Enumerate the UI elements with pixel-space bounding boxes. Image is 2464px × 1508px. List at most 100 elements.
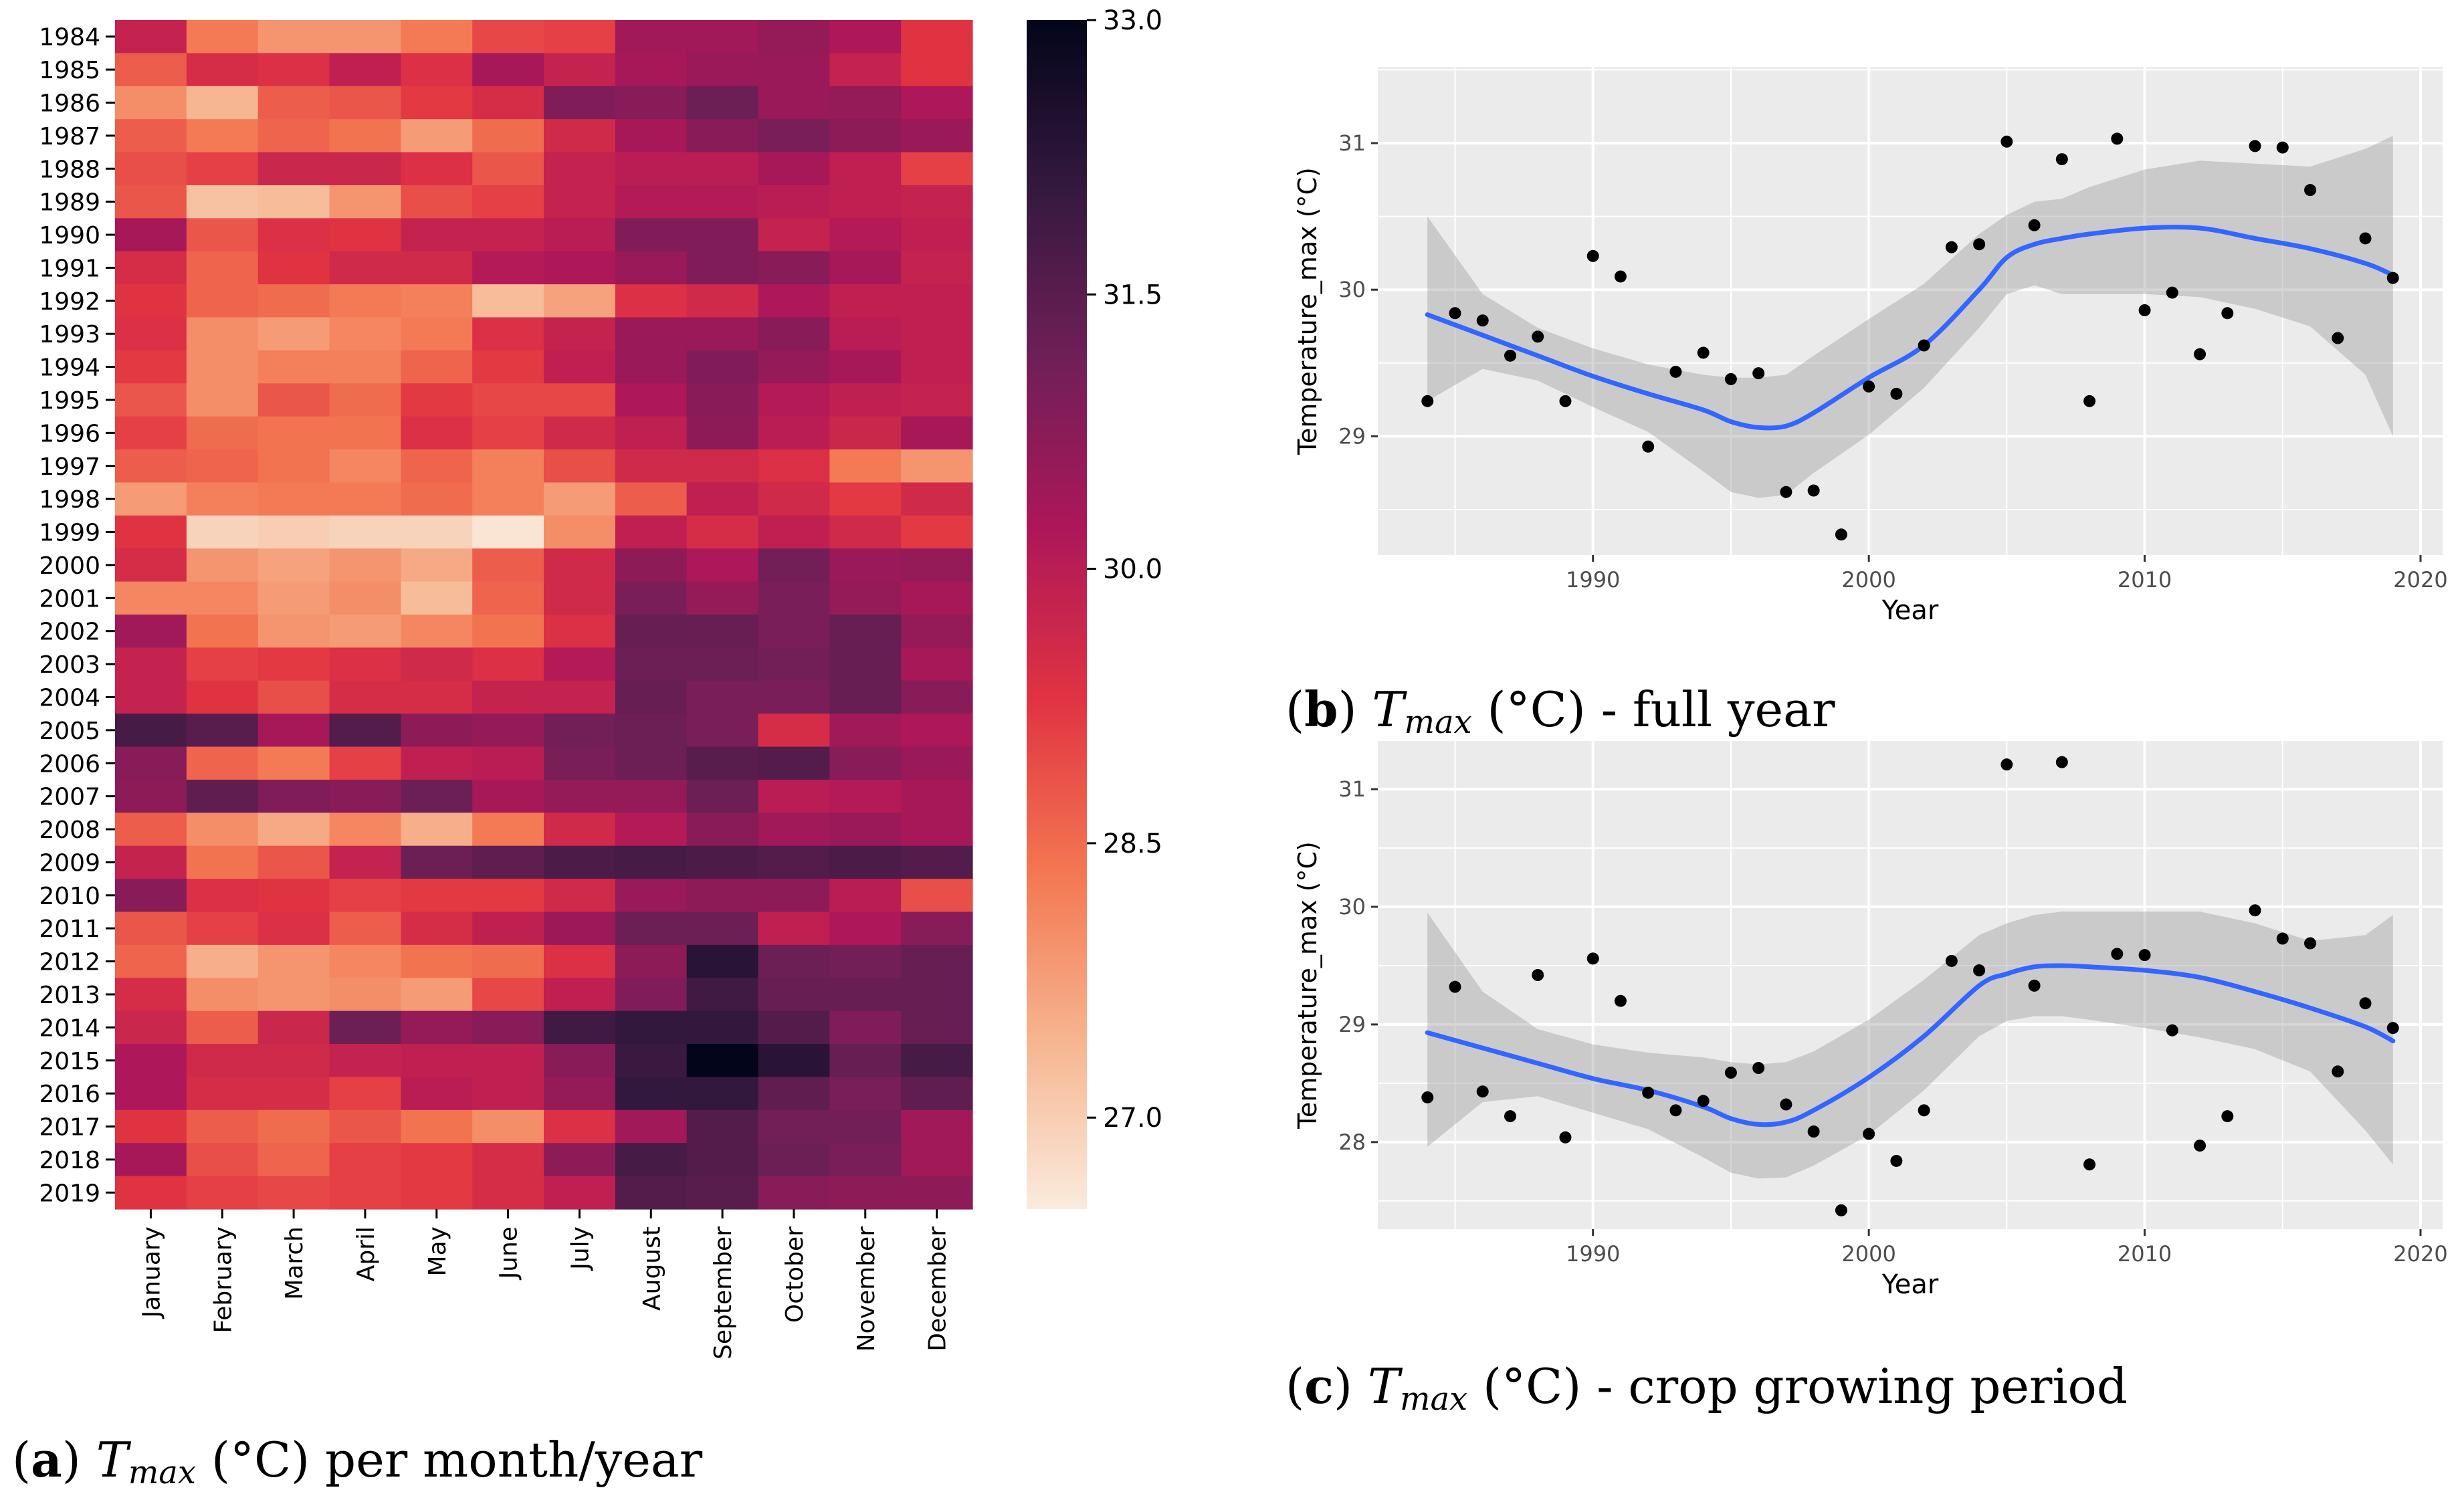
heatmap-cell: [329, 86, 401, 120]
heatmap-y-tick-label: 2014: [39, 1014, 100, 1042]
heatmap-y-tick-label: 1987: [39, 123, 100, 150]
heatmap-cell: [472, 383, 544, 417]
heatmap-cell: [258, 680, 330, 714]
heatmap-cell: [401, 746, 473, 780]
heatmap-cell: [472, 548, 544, 582]
heatmap-cell: [544, 284, 616, 318]
heatmap-cell: [686, 1077, 759, 1111]
data-point: [2249, 904, 2261, 917]
x-tick-label: 2020: [2393, 567, 2447, 593]
heatmap-cell: [186, 218, 259, 252]
caption-b-label: b: [1304, 681, 1338, 738]
heatmap-cell: [258, 714, 330, 748]
heatmap-cell: [615, 284, 688, 318]
heatmap-cell: [615, 53, 688, 87]
heatmap-cell: [544, 1109, 616, 1144]
heatmap-cell: [115, 53, 187, 87]
heatmap-cell: [615, 978, 688, 1012]
heatmap-cell: [686, 615, 759, 648]
heatmap-cell: [401, 1143, 473, 1177]
y-tick-label: 31: [1338, 776, 1366, 802]
heatmap-cell: [115, 416, 187, 450]
heatmap-cell: [186, 647, 259, 681]
heatmap-cell: [186, 482, 259, 516]
heatmap-cell: [829, 714, 902, 748]
heatmap-cell: [758, 1077, 830, 1111]
heatmap-cell: [329, 911, 401, 946]
heatmap-cell: [329, 317, 401, 351]
heatmap-cell: [186, 1176, 259, 1210]
heatmap-cell: [686, 779, 759, 813]
heatmap-cell: [686, 1010, 759, 1045]
heatmap-cell: [829, 317, 902, 351]
heatmap-cell: [401, 482, 473, 516]
x-axis-label: Year: [1881, 1269, 1939, 1300]
heatmap-x-tick-label: January: [138, 1226, 165, 1319]
data-point: [1973, 964, 1986, 977]
heatmap-cell: [186, 53, 259, 87]
heatmap-cell: [901, 1109, 973, 1144]
heatmap-cell: [686, 20, 759, 53]
heatmap-cell: [258, 20, 330, 53]
heatmap-x-tick-label: June: [496, 1226, 523, 1280]
heatmap-cell: [829, 449, 902, 483]
heatmap-cell: [901, 746, 973, 780]
colorbar-tick-label: 30.0: [1103, 554, 1162, 585]
heatmap-cell: [401, 1077, 473, 1111]
heatmap-y-tick-label: 1990: [39, 222, 100, 249]
data-point: [1918, 1104, 1930, 1117]
data-point: [1504, 1110, 1516, 1123]
heatmap-cell: [829, 615, 902, 648]
heatmap-x-tick-label: September: [710, 1226, 737, 1360]
data-point: [1614, 994, 1627, 1007]
heatmap-cell: [258, 1109, 330, 1144]
heatmap-cell: [686, 680, 759, 714]
heatmap-cell: [615, 482, 688, 516]
heatmap-cell: [115, 911, 187, 946]
data-point: [2083, 1158, 2096, 1171]
heatmap-cell: [186, 911, 259, 946]
heatmap-cell: [115, 482, 187, 516]
heatmap-cell: [901, 548, 973, 582]
heatmap-cell: [115, 284, 187, 318]
heatmap-cell: [544, 1077, 616, 1111]
heatmap-cell: [258, 548, 330, 582]
heatmap-cell: [544, 86, 616, 120]
x-tick-label: 2000: [1841, 1241, 1895, 1267]
heatmap-cell: [544, 185, 616, 219]
heatmap-cell: [472, 317, 544, 351]
data-point: [1421, 1091, 1434, 1103]
heatmap-cell: [115, 1176, 187, 1210]
heatmap-cell: [258, 813, 330, 847]
heatmap-y-tick-label: 1994: [39, 354, 100, 382]
heatmap-cell: [329, 515, 401, 549]
data-point: [1807, 1125, 1820, 1138]
heatmap-cell: [258, 185, 330, 219]
heatmap-cell: [615, 86, 688, 120]
heatmap-cell: [686, 978, 759, 1012]
data-point: [1863, 380, 1875, 393]
heatmap-cell: [401, 350, 473, 384]
heatmap-cell: [401, 416, 473, 450]
heatmap-cell: [186, 86, 259, 120]
data-point: [1449, 980, 1461, 993]
heatmap-cell: [186, 383, 259, 417]
heatmap-cell: [615, 20, 688, 53]
heatmap-cell: [615, 615, 688, 648]
heatmap-y-tick-label: 2001: [39, 585, 100, 613]
heatmap-cell: [115, 1109, 187, 1144]
heatmap-cell: [472, 911, 544, 946]
heatmap-y-tick-label: 2011: [39, 915, 100, 943]
heatmap-cell: [901, 615, 973, 648]
heatmap-cell: [186, 845, 259, 879]
heatmap-cell: [758, 779, 830, 813]
heatmap-cell: [472, 53, 544, 87]
heatmap-cell: [758, 152, 830, 186]
heatmap-cell: [758, 714, 830, 748]
heatmap-cell: [115, 119, 187, 153]
heatmap-cell: [258, 119, 330, 153]
data-point: [2276, 141, 2289, 154]
heatmap-x-tick-label: December: [924, 1226, 952, 1352]
heatmap-cell: [544, 218, 616, 252]
data-point: [1752, 367, 1765, 380]
